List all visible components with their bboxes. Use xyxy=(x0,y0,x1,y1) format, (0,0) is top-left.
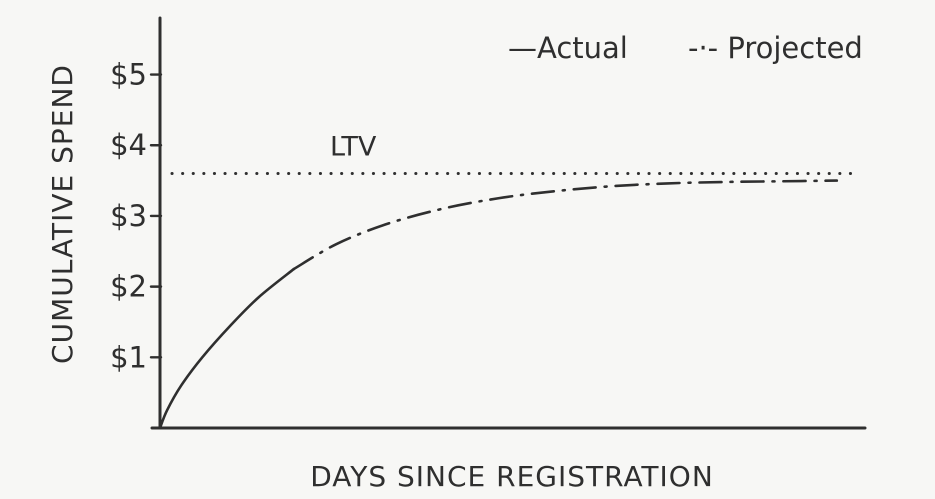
series-projected-line xyxy=(292,179,839,271)
legend-projected: -·- Projected xyxy=(688,31,863,65)
y-tick-label: $1 xyxy=(110,340,147,374)
x-axis-label: DAYS SINCE REGISTRATION xyxy=(310,460,714,493)
reference-lines: LTV xyxy=(170,132,859,176)
y-tick-label: $5 xyxy=(110,58,147,92)
axes xyxy=(149,16,867,430)
y-tick-labels: $1 $2 $3 $4 $5 xyxy=(110,58,147,375)
y-axis-label: CUMULATIVE SPEND xyxy=(46,64,79,364)
series-lines xyxy=(158,179,839,430)
legend-actual: —Actual xyxy=(508,31,628,65)
y-tick-label: $2 xyxy=(110,270,147,304)
legend: —Actual -·- Projected xyxy=(508,31,863,65)
ltv-label: LTV xyxy=(330,132,377,163)
series-actual-line xyxy=(158,267,296,430)
y-tick-label: $4 xyxy=(110,128,147,162)
y-tick-label: $3 xyxy=(110,199,147,233)
